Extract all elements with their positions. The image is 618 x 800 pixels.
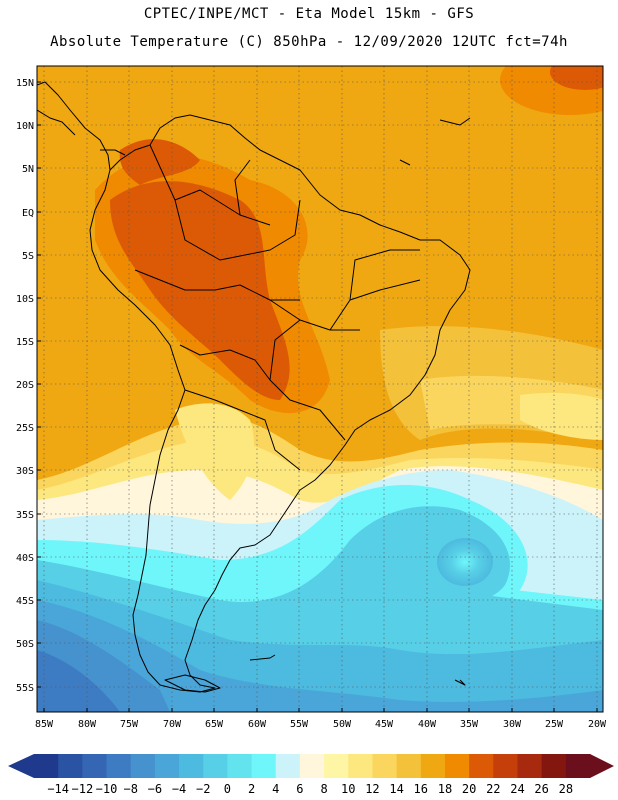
lat-label: 35S: [16, 510, 34, 521]
colorbar-swatch: [565, 754, 591, 778]
lon-label: 20W: [588, 719, 607, 730]
lat-label: 30S: [16, 466, 34, 477]
lat-label: 20S: [16, 380, 34, 391]
colorbar-swatch: [251, 754, 277, 778]
colorbar-label: −6: [148, 782, 162, 796]
colorbar-swatch: [493, 754, 518, 778]
colorbar-label: 2: [248, 782, 255, 796]
latitude-labels: 15N 10N 5N EQ 5S 10S 15S 20S 25S 30S 35S…: [16, 78, 34, 694]
colorbar-swatch: [154, 754, 180, 778]
colorbar-label: 12: [365, 782, 379, 796]
colorbar-swatch: [130, 754, 156, 778]
lon-label: 40W: [418, 719, 437, 730]
map-title: CPTEC/INPE/MCT - Eta Model 15km - GFS: [143, 6, 475, 22]
colorbar-label: 18: [438, 782, 452, 796]
axis-ticks: [37, 81, 598, 712]
lat-label: 40S: [16, 553, 34, 564]
colorbar-label: −10: [96, 782, 118, 796]
colorbar-swatch: [324, 754, 349, 778]
colorbar-label: 24: [510, 782, 524, 796]
colorbar-label: −14: [47, 782, 69, 796]
lat-label: 55S: [16, 683, 34, 694]
colorbar-label: −8: [123, 782, 137, 796]
lon-label: 75W: [120, 719, 139, 730]
colorbar-label: 4: [272, 782, 279, 796]
lon-label: 35W: [460, 719, 479, 730]
colorbar-label: 10: [341, 782, 355, 796]
lat-label: 10S: [16, 294, 34, 305]
lon-label: 60W: [248, 719, 267, 730]
lat-label: 50S: [16, 639, 34, 650]
colorbar-label: −2: [196, 782, 210, 796]
colorbar-swatch: [420, 754, 446, 778]
colorbar-swatch: [396, 754, 422, 778]
coastline-outline: [37, 81, 471, 693]
colorbar-swatch: [348, 754, 373, 778]
colorbar-swatch: [227, 754, 253, 778]
colorbar-labels: −14 −12 −10 −8 −6 −4 −2 0 2 4 6 8 10 12 14 16 18 20 22 24 26…: [47, 782, 573, 796]
lon-label: 30W: [503, 719, 522, 730]
colorbar-label: 14: [389, 782, 403, 796]
colorbar-swatch: [34, 754, 59, 778]
colorbar-label: −12: [72, 782, 94, 796]
colorbar-arrow-high: [590, 754, 614, 778]
lat-label: 15N: [16, 78, 34, 89]
lon-label: 50W: [333, 719, 352, 730]
temperature-field: [37, 66, 603, 712]
colorbar-label: 0: [224, 782, 231, 796]
colorbar-label: 20: [462, 782, 476, 796]
colorbar-label: 28: [559, 782, 573, 796]
map-frame: [36, 65, 604, 713]
colorbar-swatch: [82, 754, 108, 778]
lat-label: 10N: [16, 121, 34, 132]
lat-label: 25S: [16, 423, 34, 434]
lon-label: 85W: [35, 719, 54, 730]
colorbar-swatch: [58, 754, 83, 778]
lon-label: 55W: [290, 719, 309, 730]
lat-label: 15S: [16, 337, 34, 348]
lat-label: 5S: [22, 251, 34, 262]
lon-label: 80W: [78, 719, 97, 730]
colorbar-swatch: [372, 754, 398, 778]
colorbar-swatch: [541, 754, 567, 778]
colorbar-swatch: [275, 754, 301, 778]
lon-label: 45W: [375, 719, 394, 730]
colorbar-label: −4: [172, 782, 186, 796]
lat-label: EQ: [22, 208, 34, 219]
colorbar-label: 16: [414, 782, 428, 796]
map-subtitle: Absolute Temperature (C) 850hPa - 12/09/…: [50, 34, 568, 50]
colorbar-label: 6: [296, 782, 303, 796]
colorbar-swatch: [469, 754, 494, 778]
lon-label: 70W: [163, 719, 182, 730]
colorbar-label: 26: [534, 782, 548, 796]
colorbar-label: 8: [320, 782, 327, 796]
colorbar-arrow-low: [8, 754, 34, 778]
lat-label: 45S: [16, 596, 34, 607]
temperature-colorbar: [8, 754, 614, 778]
colorbar-swatch: [203, 754, 228, 778]
colorbar-swatch: [299, 754, 325, 778]
colorbar-label: 22: [486, 782, 500, 796]
colorbar-swatch: [444, 754, 470, 778]
colorbar-swatch: [179, 754, 204, 778]
lon-label: 25W: [545, 719, 564, 730]
colorbar-swatch: [517, 754, 543, 778]
longitude-labels: 85W 80W 75W 70W 65W 60W 55W 50W 45W 40W …: [35, 719, 607, 730]
lon-label: 65W: [205, 719, 224, 730]
lat-label: 5N: [22, 164, 34, 175]
colorbar-swatch: [106, 754, 132, 778]
